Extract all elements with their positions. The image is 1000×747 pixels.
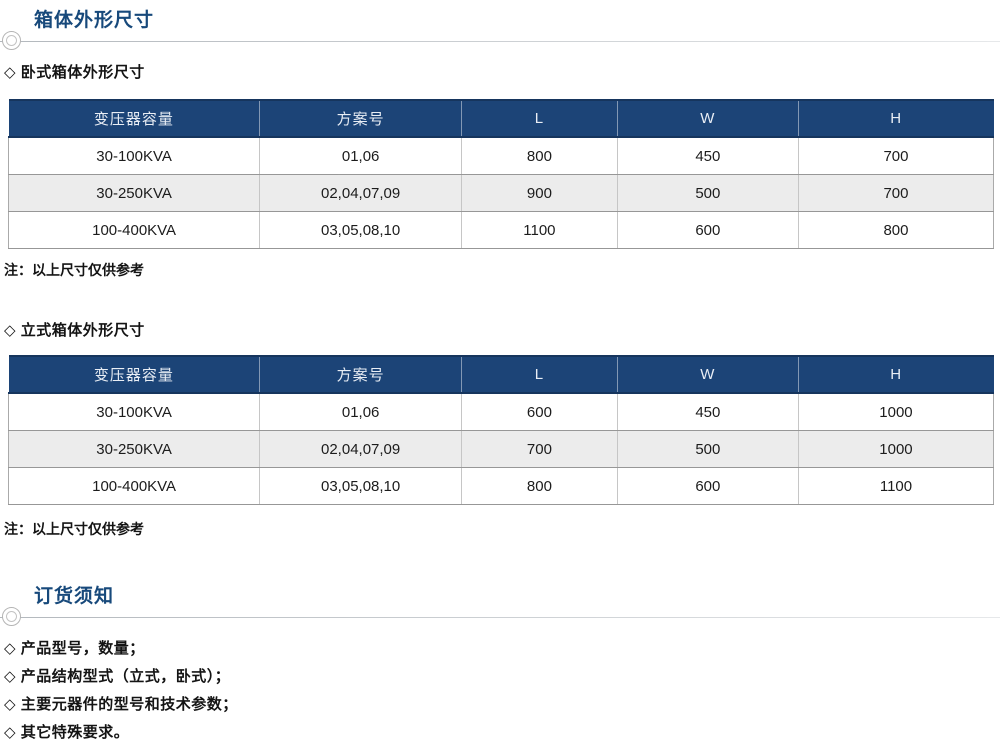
table-cell: 03,05,08,10 bbox=[259, 467, 463, 505]
column-header-capacity: 变压器容量 bbox=[8, 99, 260, 138]
subtitle-horizontal: ◇ 卧式箱体外形尺寸 bbox=[4, 64, 145, 81]
ordering-notes-list: ◇ 产品型号，数量； ◇ 产品结构型式（立式，卧式）； ◇ 主要元器件的型号和技… bbox=[4, 635, 1000, 747]
ring-icon bbox=[2, 607, 21, 626]
table-header-row: 变压器容量 方案号 L W H bbox=[8, 99, 994, 138]
table-row: 100-400KVA 03,05,08,10 800 600 1100 bbox=[7, 467, 995, 505]
table-cell: 450 bbox=[616, 392, 799, 431]
column-header-h: H bbox=[797, 355, 994, 394]
column-header-w: W bbox=[616, 99, 799, 138]
table-cell: 02,04,07,09 bbox=[259, 174, 463, 212]
ring-inner-icon bbox=[6, 35, 17, 46]
table-cell: 900 bbox=[461, 174, 618, 212]
table-cell: 100-400KVA bbox=[7, 211, 261, 249]
note-vertical: 注：以上尺寸仅供参考 bbox=[4, 521, 144, 537]
table-cell: 500 bbox=[616, 430, 799, 468]
table-row: 30-100KVA 01,06 600 450 1000 bbox=[7, 392, 995, 431]
column-header-scheme: 方案号 bbox=[259, 99, 462, 138]
table-cell: 03,05,08,10 bbox=[259, 211, 463, 249]
table-cell: 01,06 bbox=[259, 136, 463, 175]
table-cell: 30-100KVA bbox=[7, 136, 261, 175]
table-cell: 700 bbox=[461, 430, 618, 468]
note-horizontal: 注：以上尺寸仅供参考 bbox=[4, 262, 144, 278]
ordering-item: ◇ 产品结构型式（立式，卧式）； bbox=[4, 668, 231, 685]
table-cell: 02,04,07,09 bbox=[259, 430, 463, 468]
column-header-capacity: 变压器容量 bbox=[8, 355, 260, 394]
table-row: 100-400KVA 03,05,08,10 1100 600 800 bbox=[7, 211, 995, 249]
table-cell: 100-400KVA bbox=[7, 467, 261, 505]
table-row: 30-250KVA 02,04,07,09 700 500 1000 bbox=[7, 430, 995, 468]
table-cell: 1100 bbox=[797, 467, 995, 505]
section-divider bbox=[0, 31, 1000, 50]
table-cell: 30-250KVA bbox=[7, 174, 261, 212]
vertical-dimensions-table: 变压器容量 方案号 L W H 30-100KVA 01,06 600 450 … bbox=[7, 355, 995, 505]
section-title-ordering: 订货须知 bbox=[34, 586, 115, 607]
table-cell: 600 bbox=[616, 211, 799, 249]
horizontal-dimensions-table: 变压器容量 方案号 L W H 30-100KVA 01,06 800 450 … bbox=[7, 99, 995, 249]
table-cell: 450 bbox=[616, 136, 799, 175]
table-header-row: 变压器容量 方案号 L W H bbox=[8, 355, 994, 394]
table-cell: 1100 bbox=[461, 211, 618, 249]
table-cell: 700 bbox=[797, 174, 995, 212]
section-header-ordering: 订货须知 bbox=[0, 586, 1000, 626]
column-header-w: W bbox=[616, 355, 799, 394]
table-cell: 800 bbox=[797, 211, 995, 249]
table-cell: 500 bbox=[616, 174, 799, 212]
column-header-h: H bbox=[797, 99, 994, 138]
subtitle-vertical: ◇ 立式箱体外形尺寸 bbox=[4, 322, 145, 339]
column-header-scheme: 方案号 bbox=[259, 355, 462, 394]
table-cell: 600 bbox=[461, 392, 618, 431]
table-cell: 30-100KVA bbox=[7, 392, 261, 431]
column-header-l: L bbox=[461, 355, 618, 394]
section-divider bbox=[0, 607, 1000, 626]
column-header-l: L bbox=[461, 99, 618, 138]
ordering-item: ◇ 产品型号，数量； bbox=[4, 640, 145, 657]
table-row: 30-250KVA 02,04,07,09 900 500 700 bbox=[7, 174, 995, 212]
table-cell: 700 bbox=[797, 136, 995, 175]
table-cell: 30-250KVA bbox=[7, 430, 261, 468]
ordering-item: ◇ 主要元器件的型号和技术参数； bbox=[4, 696, 238, 713]
section-header-dimensions: 箱体外形尺寸 bbox=[0, 0, 1000, 50]
table-cell: 800 bbox=[461, 467, 618, 505]
ring-icon bbox=[2, 31, 21, 50]
table-cell: 1000 bbox=[797, 392, 995, 431]
table-cell: 1000 bbox=[797, 430, 995, 468]
table-cell: 01,06 bbox=[259, 392, 463, 431]
ordering-item: ◇ 其它特殊要求。 bbox=[4, 724, 130, 741]
section-title-dimensions: 箱体外形尺寸 bbox=[34, 10, 155, 31]
table-cell: 600 bbox=[616, 467, 799, 505]
table-row: 30-100KVA 01,06 800 450 700 bbox=[7, 136, 995, 175]
table-cell: 800 bbox=[461, 136, 618, 175]
ring-inner-icon bbox=[6, 611, 17, 622]
